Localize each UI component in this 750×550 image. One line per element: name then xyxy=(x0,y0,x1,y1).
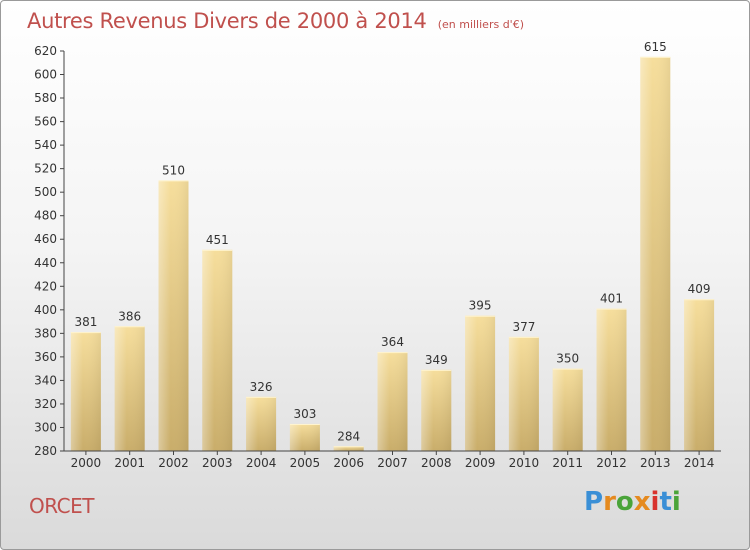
x-tick-label: 2004 xyxy=(246,456,277,470)
bar-shade xyxy=(552,368,583,451)
bar-shade xyxy=(684,299,715,451)
x-tick-label: 2010 xyxy=(509,456,540,470)
title-row: Autres Revenus Divers de 2000 à 2014 (en… xyxy=(27,9,524,33)
x-tick-label: 2014 xyxy=(684,456,715,470)
logo-letter: t xyxy=(659,487,672,517)
bar-shade xyxy=(640,56,671,451)
data-label: 364 xyxy=(381,335,404,349)
bar-shade xyxy=(333,446,364,451)
data-label: 326 xyxy=(250,380,273,394)
data-label: 377 xyxy=(512,320,535,334)
y-tick-label: 620 xyxy=(34,44,57,58)
x-tick-label: 2007 xyxy=(377,456,408,470)
bar-shade xyxy=(114,326,145,451)
y-tick-label: 460 xyxy=(34,232,57,246)
x-tick-label: 2002 xyxy=(158,456,189,470)
x-tick-label: 2013 xyxy=(640,456,671,470)
data-label: 510 xyxy=(162,163,185,177)
y-tick-label: 340 xyxy=(34,373,57,387)
data-label: 349 xyxy=(425,353,448,367)
bars-layer: 381 386 510 451 326 303 284 364 349 395 377 350 401 6… xyxy=(70,40,715,452)
logo-letter: i xyxy=(671,487,681,517)
data-label: 451 xyxy=(206,233,229,247)
x-tick-label: 2012 xyxy=(596,456,627,470)
x-tick-label: 2009 xyxy=(465,456,496,470)
bar-shade xyxy=(289,423,320,451)
x-tick-label: 2001 xyxy=(114,456,145,470)
bar-shade xyxy=(158,180,189,452)
y-tick-label: 580 xyxy=(34,91,57,105)
data-label: 615 xyxy=(644,40,667,54)
x-tick-label: 2008 xyxy=(421,456,452,470)
y-tick-label: 360 xyxy=(34,350,57,364)
logo-letter: r xyxy=(603,487,616,517)
y-tick-label: 420 xyxy=(34,279,57,293)
bar-shade xyxy=(377,352,408,451)
proxiti-logo: Proxiti xyxy=(584,487,681,517)
data-label: 386 xyxy=(118,309,141,323)
y-tick-label: 300 xyxy=(34,420,57,434)
x-tick-label: 2003 xyxy=(202,456,233,470)
data-label: 303 xyxy=(293,407,316,421)
bar-shade xyxy=(465,315,496,451)
bar-shade xyxy=(70,332,101,451)
data-label: 284 xyxy=(337,429,360,443)
y-tick-label: 400 xyxy=(34,303,57,317)
y-tick-label: 480 xyxy=(34,209,57,223)
chart-subtitle: (en milliers d'€) xyxy=(437,18,524,31)
logo-letter: x xyxy=(633,487,651,517)
y-tick-label: 280 xyxy=(34,444,57,458)
data-label: 381 xyxy=(74,315,97,329)
y-tick-label: 500 xyxy=(34,185,57,199)
y-tick-label: 520 xyxy=(34,162,57,176)
x-tick-label: 2011 xyxy=(552,456,583,470)
x-tick-label: 2000 xyxy=(71,456,102,470)
y-tick-label: 540 xyxy=(34,138,57,152)
bar-shade xyxy=(421,369,452,451)
y-tick-label: 560 xyxy=(34,115,57,129)
y-tick-label: 440 xyxy=(34,256,57,270)
data-label: 350 xyxy=(556,352,579,366)
data-label: 409 xyxy=(688,282,711,296)
y-tick-label: 380 xyxy=(34,326,57,340)
y-tick-label: 320 xyxy=(34,397,57,411)
bar-shade xyxy=(596,308,627,451)
logo-letter: P xyxy=(584,487,604,517)
place-name: ORCET xyxy=(29,494,94,518)
chart-title: Autres Revenus Divers de 2000 à 2014 xyxy=(27,9,427,33)
bar-shade xyxy=(246,396,277,451)
axis-layer: 280 300 320 340 360 380 400 420 440 460 480 500 520 5… xyxy=(34,44,721,470)
data-label: 395 xyxy=(469,299,492,313)
bar-shade xyxy=(202,249,233,451)
bar-shade xyxy=(508,336,539,451)
x-tick-label: 2006 xyxy=(333,456,364,470)
logo-letter: i xyxy=(650,487,660,517)
y-tick-label: 600 xyxy=(34,68,57,82)
data-label: 401 xyxy=(600,292,623,306)
x-tick-label: 2005 xyxy=(290,456,321,470)
logo-letter: o xyxy=(615,487,634,517)
